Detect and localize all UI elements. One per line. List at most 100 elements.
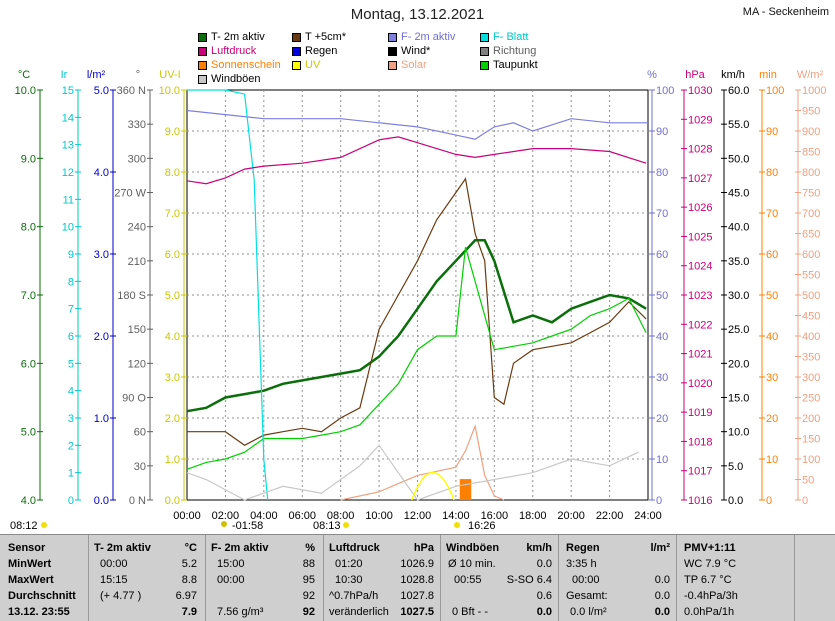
axis-solar-tick-label: 400 bbox=[802, 331, 820, 343]
legend-label: Taupunkt bbox=[493, 59, 538, 71]
axis-ir-tick-label: 1 bbox=[68, 468, 74, 480]
axis-rain-tick-label: 3.0 bbox=[94, 249, 109, 261]
legend-label: Windböen bbox=[211, 73, 261, 85]
axis-sunshine-tick-label: 60 bbox=[766, 249, 778, 261]
axis-pressure-tick-label: 1022 bbox=[688, 319, 712, 331]
axis-solar-tick-label: 200 bbox=[802, 413, 820, 425]
unit-rain: l/m² bbox=[650, 542, 670, 554]
axis-direction-unit: ° bbox=[136, 69, 140, 81]
axis-temp-tick-label: 10.0 bbox=[15, 85, 36, 97]
axis-pressure-tick-label: 1016 bbox=[688, 495, 712, 507]
time-tick-label: 10:00 bbox=[365, 510, 393, 522]
axis-uv-tick-label: 2.0 bbox=[165, 413, 180, 425]
col-hum: F- 2m aktiv % 15:00 88 00:00 95 92 7.56 … bbox=[205, 535, 324, 621]
legend-item: Luftdruck bbox=[198, 45, 256, 57]
axis-uv-tick-label: 4.0 bbox=[165, 331, 180, 343]
axis-pressure-tick-label: 1030 bbox=[688, 85, 712, 97]
header-rain: Regen bbox=[566, 542, 600, 554]
gust-avg-value: 0.0 bbox=[536, 558, 552, 570]
axis-pressure-tick-label: 1023 bbox=[688, 290, 712, 302]
axis-humidity-tick-label: 0 bbox=[656, 495, 662, 507]
col-press: Luftdruck hPa 01:20 1026.9 10:30 1028.8 … bbox=[323, 535, 441, 621]
header-gust: Windböen bbox=[446, 542, 500, 554]
axis-wind-tick-label: 45.0 bbox=[728, 188, 749, 200]
axis-solar-tick-label: 50 bbox=[802, 475, 814, 487]
time-tick-label: 20:00 bbox=[557, 510, 585, 522]
axis-direction-tick-label: 360 N bbox=[117, 85, 146, 97]
rain-max-time: 00:00 bbox=[572, 574, 600, 586]
press-min-value: 1026.9 bbox=[400, 558, 434, 570]
legend-swatch bbox=[388, 46, 397, 56]
axis-sunshine-tick-label: 20 bbox=[766, 413, 778, 425]
axis-solar-tick-label: 0 bbox=[802, 495, 808, 507]
axis-ir-tick-label: 10 bbox=[62, 222, 74, 234]
axis-pressure-tick-label: 1018 bbox=[688, 436, 712, 448]
axis-uv-tick-label: 10.0 bbox=[159, 85, 180, 97]
legend-label: Regen bbox=[305, 45, 338, 57]
axis-solar-tick-label: 850 bbox=[802, 147, 820, 159]
axis-uv-tick-label: 1.0 bbox=[165, 454, 180, 466]
axis-humidity-tick-label: 70 bbox=[656, 208, 668, 220]
axis-temp-unit: °C bbox=[18, 69, 30, 81]
axis-solar-tick-label: 500 bbox=[802, 290, 820, 302]
uv-curve bbox=[411, 471, 455, 501]
hum-abs: 7.56 g/m³ bbox=[217, 606, 264, 618]
pmv-windchill: WC 7.9 °C bbox=[684, 558, 737, 570]
axis-direction-tick-label: 330 bbox=[128, 119, 146, 131]
axis-uv-tick-label: 7.0 bbox=[165, 208, 180, 220]
axis-ir-tick-label: 6 bbox=[68, 331, 74, 343]
time-tick-label: 06:00 bbox=[288, 510, 316, 522]
axis-wind-tick-label: 10.0 bbox=[728, 427, 749, 439]
press-max-time: 10:30 bbox=[335, 574, 363, 586]
axis-sunshine-tick-label: 70 bbox=[766, 208, 778, 220]
axis-direction-tick-label: 180 S bbox=[117, 290, 146, 302]
legend-label: Richtung bbox=[493, 45, 537, 57]
axis-humidity-unit: % bbox=[647, 69, 657, 81]
legend-label: UV bbox=[305, 59, 321, 71]
axis-wind-tick-label: 55.0 bbox=[728, 119, 749, 131]
legend-item: F- Blatt bbox=[480, 31, 528, 43]
axis-sunshine-tick-label: 50 bbox=[766, 290, 778, 302]
axis-uv-tick-label: 5.0 bbox=[165, 290, 180, 302]
axis-temp-tick-label: 9.0 bbox=[21, 153, 36, 165]
unit-gust: km/h bbox=[526, 542, 552, 554]
axis-ir-tick-label: 8 bbox=[68, 276, 74, 288]
axis-ir-tick-label: 14 bbox=[62, 112, 74, 124]
time-tick-label: 18:00 bbox=[519, 510, 547, 522]
unit-press: hPa bbox=[413, 542, 434, 554]
header-hum: F- 2m aktiv bbox=[211, 542, 269, 554]
axis-sunshine-tick-label: 90 bbox=[766, 126, 778, 138]
axis-direction-tick-label: 270 W bbox=[114, 188, 146, 200]
axis-solar-tick-label: 700 bbox=[802, 208, 820, 220]
col-pmv: PMV+1:11 WC 7.9 °C TP 6.7 °C -0.4hPa/3h … bbox=[676, 535, 795, 621]
hum-min-value: 88 bbox=[302, 558, 315, 570]
axis-humidity-tick-label: 20 bbox=[656, 413, 668, 425]
axis-ir-tick-label: 9 bbox=[68, 249, 74, 261]
press-trend: ^0.7hPa/h bbox=[329, 590, 379, 602]
axis-ir-tick-label: 7 bbox=[68, 304, 74, 316]
axis-solar-tick-label: 1000 bbox=[802, 85, 826, 97]
axis-wind-tick-label: 50.0 bbox=[728, 153, 749, 165]
rain-total-label: Gesamt: bbox=[566, 590, 608, 602]
axis-humidity-tick-label: 40 bbox=[656, 331, 668, 343]
header-temp: T- 2m aktiv bbox=[94, 542, 151, 554]
axis-rain-tick-label: 4.0 bbox=[94, 167, 109, 179]
temp-avg-value: 6.97 bbox=[175, 590, 197, 602]
time-tick-label: 00:00 bbox=[173, 510, 201, 522]
row-label-min: MinWert bbox=[8, 558, 52, 570]
time-tick-label: 02:00 bbox=[212, 510, 240, 522]
sun-marker bbox=[343, 522, 349, 528]
axis-pressure-tick-label: 1020 bbox=[688, 378, 712, 390]
axis-pressure-tick-label: 1019 bbox=[688, 407, 712, 419]
legend-item: Windböen bbox=[198, 73, 261, 85]
legend-item: T- 2m aktiv bbox=[198, 31, 265, 43]
axis-solar-tick-label: 150 bbox=[802, 434, 820, 446]
header-pmv: PMV+1:11 bbox=[684, 542, 736, 554]
axis-direction-tick-label: 240 bbox=[128, 222, 146, 234]
rain-duration: 3:35 h bbox=[566, 558, 597, 570]
axis-pressure-tick-label: 1024 bbox=[688, 261, 712, 273]
gust-max-value: S-SO 6.4 bbox=[506, 574, 552, 586]
axis-ir-tick-label: 2 bbox=[68, 440, 74, 452]
axis-temp-tick-label: 5.0 bbox=[21, 427, 36, 439]
axis-solar-tick-label: 650 bbox=[802, 229, 820, 241]
